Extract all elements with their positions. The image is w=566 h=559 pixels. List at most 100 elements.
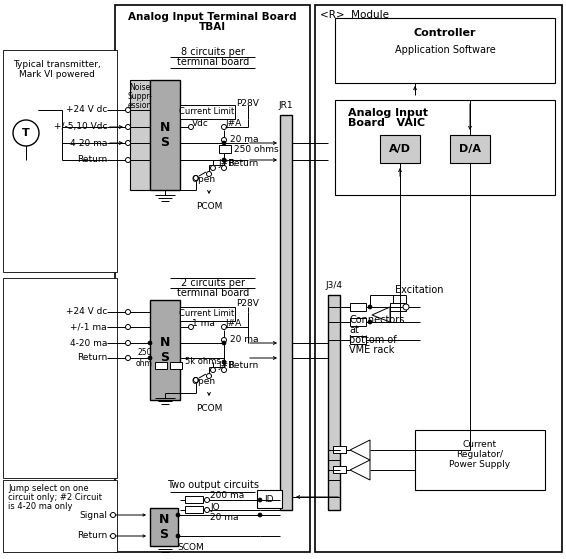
Circle shape [222,141,226,145]
Text: J#A: J#A [225,320,241,329]
Circle shape [188,125,194,130]
Circle shape [368,305,372,309]
Circle shape [194,377,199,382]
Text: Controller: Controller [414,28,476,38]
Text: Noise: Noise [130,83,151,92]
Text: J#B: J#B [218,159,234,168]
Polygon shape [372,307,390,322]
Text: 1 ma: 1 ma [192,320,215,329]
Polygon shape [350,440,370,460]
Text: Open: Open [192,377,216,386]
Text: Suppr-: Suppr- [127,92,152,101]
Bar [380,135,420,163]
Bar [3,480,117,552]
Circle shape [126,107,131,112]
Text: Board   VAIC: Board VAIC [348,118,425,128]
Text: circuit only; #2 Circuit: circuit only; #2 Circuit [8,493,102,502]
Bar [328,295,340,510]
Text: N
S: N S [160,336,170,364]
Text: PCOM: PCOM [196,202,222,211]
Bar [350,303,366,311]
Bar [185,496,203,503]
Text: J#B: J#B [218,361,234,369]
Text: TBAI: TBAI [199,22,226,32]
Circle shape [126,325,131,329]
Text: ession: ession [128,101,152,110]
Bar [280,115,292,510]
Text: D/A: D/A [459,144,481,154]
Circle shape [188,325,194,329]
Text: Excitation: Excitation [395,285,444,295]
Text: Return: Return [77,353,107,362]
Circle shape [148,356,152,360]
Text: +24 V dc: +24 V dc [66,106,107,115]
Circle shape [221,125,226,130]
Text: Vdc: Vdc [192,120,209,129]
Text: Current Limit: Current Limit [179,107,235,116]
Text: Typical transmitter,: Typical transmitter, [13,60,101,69]
Circle shape [126,340,131,345]
Text: +/-1 ma: +/-1 ma [70,323,107,331]
Bar [170,362,182,369]
Bar [415,430,545,490]
Circle shape [126,356,131,361]
Bar [390,303,406,311]
Text: <R>  Module: <R> Module [320,10,389,20]
Circle shape [110,533,115,538]
Bar [150,508,178,546]
Text: 250 ohms: 250 ohms [234,144,278,154]
Text: J3/4: J3/4 [325,281,342,290]
Text: Return: Return [77,532,107,541]
Text: Analog Input: Analog Input [348,108,428,118]
Text: Jump select on one: Jump select on one [8,484,89,493]
Bar [257,490,282,508]
Text: A/D: A/D [389,144,411,154]
Text: Return: Return [77,155,107,164]
Text: Signal: Signal [79,510,107,519]
Circle shape [222,158,226,162]
Text: N
S: N S [159,513,169,541]
Circle shape [126,125,131,130]
Circle shape [221,165,226,170]
Text: +/-5,10 Vdc: +/-5,10 Vdc [54,122,107,131]
Text: Current Limit: Current Limit [179,310,235,319]
Text: 4-20 ma: 4-20 ma [70,139,107,148]
Circle shape [126,158,131,163]
Text: 20 ma: 20 ma [230,135,259,144]
Bar [333,466,346,473]
Text: P28V: P28V [237,98,259,107]
Bar [315,5,562,552]
Circle shape [221,138,226,143]
Bar [155,362,167,369]
Circle shape [176,534,180,538]
Text: Regulator/: Regulator/ [457,450,504,459]
Circle shape [221,367,226,372]
Text: 200 ma: 200 ma [210,490,245,500]
Bar [350,318,366,326]
Circle shape [13,120,39,146]
Text: is 4-20 ma only: is 4-20 ma only [8,502,72,511]
Text: 4-20 ma: 4-20 ma [70,339,107,348]
Bar [350,336,366,344]
Bar [150,300,180,400]
Text: at: at [349,325,359,335]
Circle shape [222,360,226,364]
Text: 20 ma: 20 ma [230,335,259,344]
Text: Analog Input Terminal Board: Analog Input Terminal Board [128,12,297,22]
Circle shape [211,367,216,372]
Text: 250
ohm: 250 ohm [135,348,152,368]
Text: SCOM: SCOM [177,542,204,552]
Circle shape [222,341,226,345]
Text: P28V: P28V [237,299,259,307]
Circle shape [110,513,115,518]
Text: +24 V dc: +24 V dc [66,307,107,316]
Bar [180,307,235,321]
Text: Current: Current [463,440,497,449]
Bar [180,105,235,119]
Bar [333,446,346,453]
Text: ID: ID [264,495,274,504]
Circle shape [221,325,226,329]
Text: JR1: JR1 [278,101,293,110]
Text: terminal board: terminal board [177,57,249,67]
Text: J#A: J#A [225,120,241,129]
